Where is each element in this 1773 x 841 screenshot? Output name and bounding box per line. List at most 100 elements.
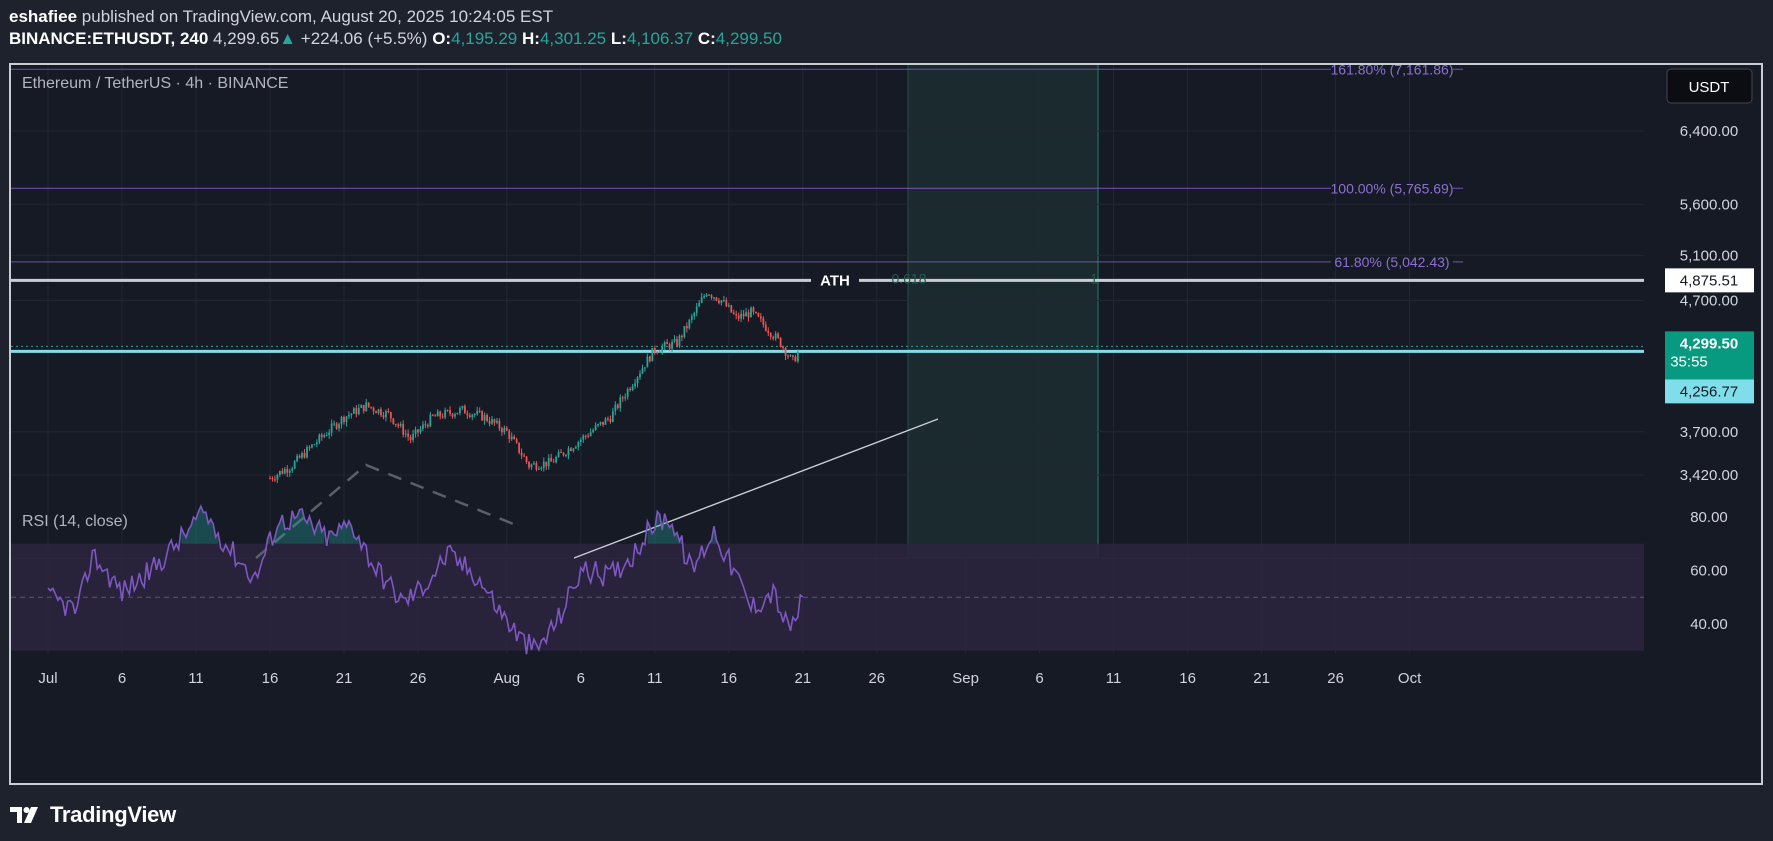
candle: [352, 408, 355, 414]
candle: [658, 351, 661, 353]
rsi-overbought-area: [274, 508, 325, 544]
candle: [690, 316, 693, 320]
candle: [700, 297, 703, 303]
candle: [510, 436, 513, 439]
price-chart[interactable]: ATH 0.618 1 6,400.00 5,600.00 5,100.00 4,70…: [11, 65, 1761, 783]
candle: [540, 467, 543, 469]
candle: [611, 411, 614, 422]
open-value: 4,195.29: [451, 29, 518, 48]
price-axis[interactable]: 6,400.00 5,600.00 5,100.00 4,700.00 3,700.00…: [1680, 123, 1738, 484]
fib-levels: [11, 68, 1463, 263]
author-name[interactable]: eshafiee: [9, 7, 78, 26]
candle: [397, 424, 400, 426]
candle: [552, 461, 555, 463]
candle: [619, 397, 622, 408]
date-tick-label: 16: [1179, 670, 1196, 687]
candle: [641, 368, 644, 374]
candle: [722, 300, 725, 302]
candle: [727, 305, 730, 307]
symbol-label: BINANCE:ETHUSDT, 240: [9, 29, 209, 48]
date-tick-label: 26: [868, 670, 885, 687]
candle: [715, 297, 718, 301]
candle: [745, 312, 747, 317]
candle: [574, 446, 577, 449]
candle: [755, 311, 757, 313]
candle: [414, 429, 417, 434]
candle: [325, 435, 328, 437]
support-trendline[interactable]: [573, 418, 939, 559]
date-tick-label: 26: [410, 670, 427, 687]
candle: [340, 416, 343, 425]
candle: [291, 468, 294, 471]
candle: [656, 352, 659, 354]
candle: [772, 337, 775, 339]
candle: [688, 319, 691, 329]
candle: [607, 418, 609, 420]
candle: [710, 295, 713, 298]
candle: [582, 435, 585, 440]
candle: [320, 434, 323, 438]
rsi-overbought-area: [181, 506, 219, 544]
candle: [695, 306, 698, 314]
date-tick-label: Jul: [38, 670, 57, 687]
candle: [380, 409, 382, 416]
date-axis[interactable]: Jul 6 11 16 21 26 Aug 6 11 16 21 26 Sep 6 11 16 21 26 Oct: [38, 670, 1422, 687]
faint-level-right-label: 1: [1090, 270, 1098, 286]
candle: [394, 423, 397, 425]
candle: [271, 478, 274, 480]
candle: [313, 444, 316, 446]
fib-level-labels: 161.80% (7,161.86) 100.00% (5,765.69) 61.8…: [1331, 65, 1454, 270]
candle: [387, 410, 390, 413]
bar-countdown: 35:55: [1670, 353, 1708, 370]
close-value: 4,299.50: [715, 29, 782, 48]
candle: [567, 448, 570, 456]
candle: [441, 416, 444, 418]
date-tick-label: 11: [1106, 670, 1122, 687]
fib-level-label: 161.80% (7,161.86): [1331, 65, 1454, 77]
candle: [535, 463, 538, 470]
candle: [429, 414, 432, 427]
candle: [533, 463, 535, 465]
rsi-line: [47, 504, 804, 655]
date-tick-label: Aug: [493, 670, 520, 687]
chart-frame[interactable]: ATH 0.618 1 6,400.00 5,600.00 5,100.00 4,70…: [9, 63, 1763, 785]
candle: [281, 470, 284, 474]
current-price-badge-text: 4,299.50: [1680, 335, 1738, 352]
candle: [426, 424, 429, 427]
candle: [483, 414, 486, 421]
rsi-tick-label: 60.00: [1690, 563, 1728, 580]
price-tick-label: 6,400.00: [1680, 123, 1738, 140]
currency-button-label[interactable]: USDT: [1689, 79, 1730, 96]
candle: [311, 444, 313, 448]
price-tick-label: 3,700.00: [1680, 424, 1738, 441]
currency-button[interactable]: USDT: [1666, 68, 1753, 104]
candle: [565, 455, 567, 457]
candle: [547, 457, 550, 467]
candle: [298, 455, 301, 458]
candle: [404, 433, 407, 435]
candle: [446, 410, 449, 412]
candle: [653, 347, 656, 353]
fib-level-label: 100.00% (5,765.69): [1331, 180, 1454, 196]
candle: [276, 474, 279, 480]
candle: [528, 461, 530, 468]
candle: [685, 326, 688, 329]
candle: [481, 411, 484, 421]
candle: [328, 432, 331, 436]
candle: [648, 356, 651, 362]
rsi-axis[interactable]: 80.00 60.00 40.00: [1690, 509, 1728, 633]
open-label: O:: [432, 29, 452, 48]
date-tick-label: 21: [1253, 670, 1270, 687]
candle: [486, 414, 488, 421]
chart-header: eshafiee published on TradingView.com, A…: [9, 6, 782, 50]
candle: [409, 436, 412, 441]
candle: [759, 316, 762, 319]
brand-name[interactable]: TradingView: [50, 802, 176, 827]
candle: [478, 410, 481, 412]
candle: [306, 447, 308, 458]
ath-price-badge-text: 4,875.51: [1680, 272, 1738, 289]
candle: [747, 312, 750, 318]
candle: [466, 413, 469, 416]
candle: [330, 423, 333, 433]
candle: [278, 470, 281, 475]
